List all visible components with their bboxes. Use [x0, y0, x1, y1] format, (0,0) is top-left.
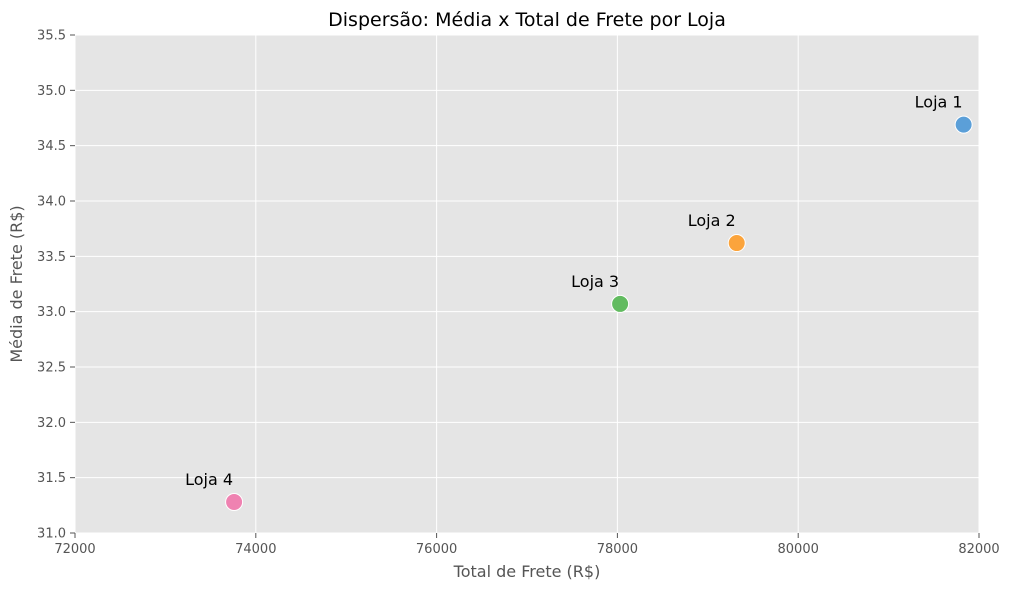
y-tick-label: 34.5 — [37, 139, 66, 154]
y-tick-label: 33.0 — [37, 305, 66, 320]
y-tick-label: 32.0 — [37, 416, 66, 431]
y-tick-label: 31.5 — [37, 471, 66, 486]
point-label: Loja 4 — [185, 470, 233, 489]
y-tick-label: 33.5 — [37, 250, 66, 265]
data-points — [225, 115, 973, 512]
data-point — [954, 115, 973, 134]
x-tick-label: 72000 — [54, 542, 95, 557]
x-tick-label: 82000 — [958, 542, 999, 557]
x-gridlines — [74, 35, 980, 533]
data-point — [611, 294, 630, 313]
point-labels: Loja 1 Loja 2 Loja 3 Loja 4 — [185, 93, 962, 489]
data-point — [225, 493, 244, 512]
data-point — [727, 234, 746, 253]
point-label: Loja 2 — [688, 211, 736, 230]
y-axis-ticks: 31.0 31.5 32.0 32.5 33.0 33.5 34.0 34.5 35.0 35.5 — [37, 29, 75, 542]
x-tick-label: 74000 — [235, 542, 276, 557]
y-tick-label: 35.0 — [37, 84, 66, 99]
x-axis-label: Total de Frete (R$) — [453, 562, 601, 581]
y-tick-label: 32.5 — [37, 361, 66, 376]
y-gridlines — [75, 34, 979, 534]
x-axis-ticks: 72000 74000 76000 78000 80000 82000 — [54, 533, 1000, 557]
x-tick-label: 78000 — [597, 542, 638, 557]
y-tick-label: 31.0 — [37, 527, 66, 542]
x-tick-label: 76000 — [416, 542, 457, 557]
y-axis-label: Média de Frete (R$) — [7, 205, 26, 362]
point-label: Loja 1 — [915, 93, 963, 112]
chart-title: Dispersão: Média x Total de Frete por Lo… — [328, 9, 726, 31]
point-label: Loja 3 — [571, 272, 619, 291]
plot-area — [75, 35, 979, 533]
x-tick-label: 80000 — [778, 542, 819, 557]
y-tick-label: 34.0 — [37, 195, 66, 210]
y-tick-label: 35.5 — [37, 29, 66, 44]
